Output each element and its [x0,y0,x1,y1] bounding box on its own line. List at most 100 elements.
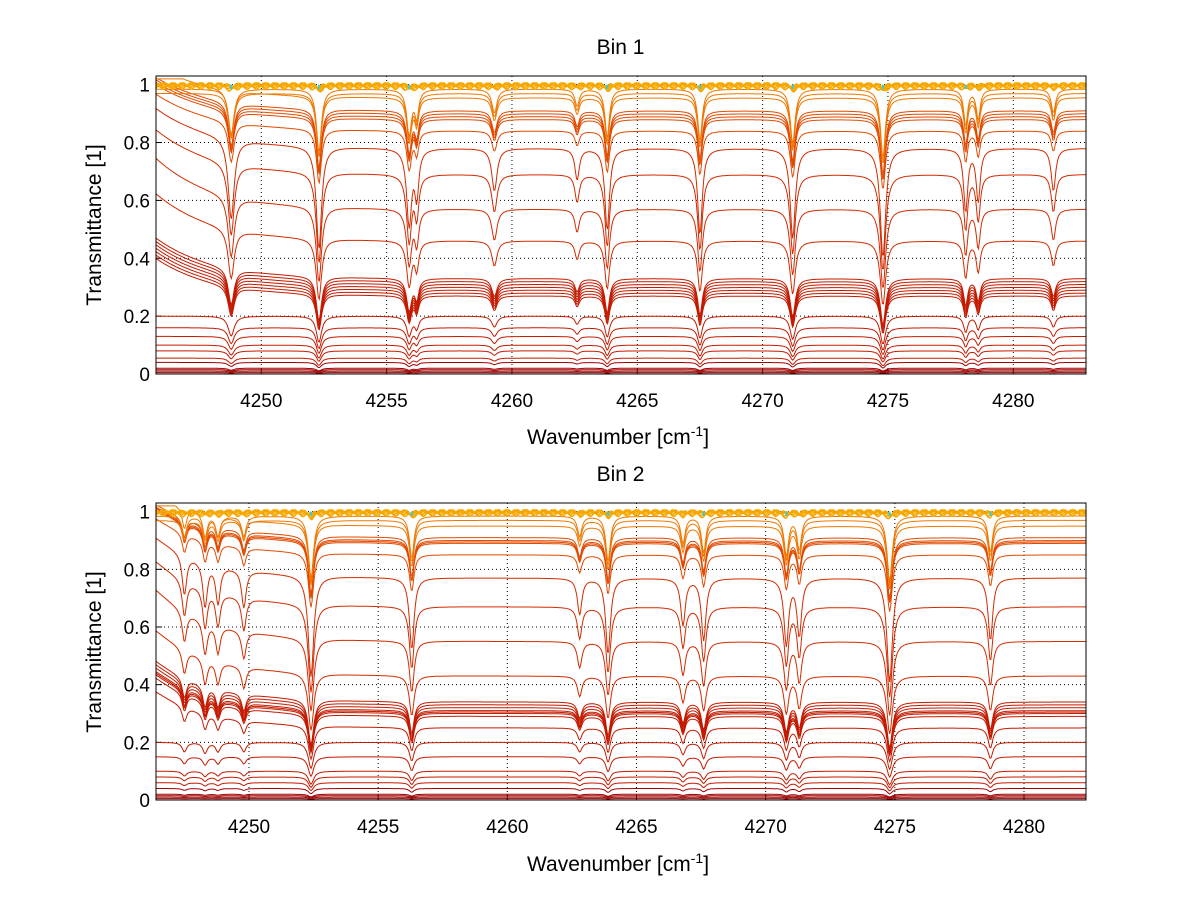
y-tick-label: 0.6 [124,618,150,639]
series-line [156,344,1086,360]
subplot-bin-1: Bin 1 4250 4255 4260 4265 4270 4275 4280 00.20… [83,36,1087,449]
x-tick-label: 4265 [615,817,657,838]
series-line [156,515,1086,582]
y-tick-label: 0 [139,791,150,812]
series-line [155,84,1086,180]
x-tick-label: 4250 [240,391,282,412]
y-tick-label: 1 [139,76,150,97]
y-tick-label: 0.6 [124,191,150,212]
series-line [156,335,1086,355]
series-line [155,782,1086,792]
series-line [156,788,1086,795]
series-line [156,327,1086,351]
x-tick-label: 4275 [867,391,909,412]
series-line [155,537,1086,682]
y-tick-labels: 0 0.2 0.4 0.6 0.8 1 [124,76,151,386]
series-line [155,82,1087,91]
series-line [155,258,1086,334]
y-tick-label: 0.2 [124,307,150,328]
x-tick-labels: 4250 4255 4260 4265 4270 4275 4280 [240,391,1034,412]
series-line [155,691,1086,764]
y-tick-label: 1 [139,503,150,524]
x-tick-labels: 4250 4255 4260 4265 4270 4275 4280 [228,817,1045,838]
series-line [155,506,1086,601]
series-line [156,78,1086,173]
y-tick-label: 0.8 [124,560,150,581]
series-line [155,193,1087,305]
x-axis-label: Wavenumber [cm-1] [527,850,709,876]
x-tick-label: 4250 [228,817,270,838]
x-tick-label: 4260 [486,817,528,838]
series-line [155,93,1087,189]
series-line [155,241,1086,326]
series-line [156,505,1086,590]
series-line [156,756,1086,778]
axes-box [155,75,1087,375]
series-line [156,372,1086,374]
series-line [156,798,1086,800]
series-line [156,350,1086,363]
series-line [155,79,1086,176]
x-tick-label: 4260 [491,391,533,412]
axes-box [155,502,1087,801]
series-line [155,251,1086,331]
y-tick-label: 0.2 [124,733,150,754]
x-tick-label: 4280 [1003,817,1045,838]
series-line [156,315,1086,345]
subplot-bin-2: Bin 2 4250 4255 4260 4265 4270 4275 4280 00.20… [83,463,1087,876]
series-line [156,796,1086,800]
series-line [155,237,1086,325]
series-line [156,776,1086,789]
chart-title: Bin 2 [597,463,645,486]
y-tick-label: 0.8 [124,134,150,155]
series-line [155,247,1086,329]
y-tick-labels: 0 0.2 0.4 0.6 0.8 1 [124,503,151,812]
series-line [156,795,1086,799]
series-line [155,157,1086,288]
y-tick-label: 0.4 [124,676,151,697]
x-tick-label: 4280 [992,391,1034,412]
series-line [156,367,1086,372]
series-line [155,507,1086,602]
series-line [155,82,1087,92]
series-line [155,129,1086,270]
series-line [155,88,1086,157]
x-tick-label: 4270 [741,391,783,412]
series-line [155,667,1086,753]
series-group [155,78,1087,375]
y-tick-label: 0.4 [124,249,151,270]
series-line [155,81,1086,178]
series-line [156,370,1086,373]
series-line [156,519,1086,586]
series-line [155,630,1086,735]
y-axis-label: Transmittance [1] [83,144,106,305]
series-line [156,741,1086,771]
series-line [155,660,1086,750]
series-line [155,518,1086,612]
series-line [156,93,1086,160]
y-tick-label: 0 [139,365,150,386]
x-tick-label: 4275 [874,817,916,838]
series-line [155,561,1086,698]
series-line [155,664,1086,752]
series-line [155,254,1086,332]
y-axis-label: Transmittance [1] [83,571,106,732]
series-line [156,357,1086,367]
x-tick-label: 4265 [616,391,658,412]
series-line [156,78,1086,163]
series-line [155,793,1086,798]
series-line [156,505,1086,599]
series-line [156,361,1086,369]
series-line [155,509,1086,603]
series-line [155,108,1086,256]
series-line [155,244,1086,328]
chart-title: Bin 1 [597,36,645,59]
x-tick-label: 4270 [745,817,787,838]
x-axis-label: Wavenumber [cm-1] [527,423,709,449]
x-tick-label: 4255 [365,391,407,412]
series-group [155,505,1087,801]
x-tick-label: 4255 [357,817,399,838]
series-line [155,589,1086,716]
series-line [155,770,1086,786]
